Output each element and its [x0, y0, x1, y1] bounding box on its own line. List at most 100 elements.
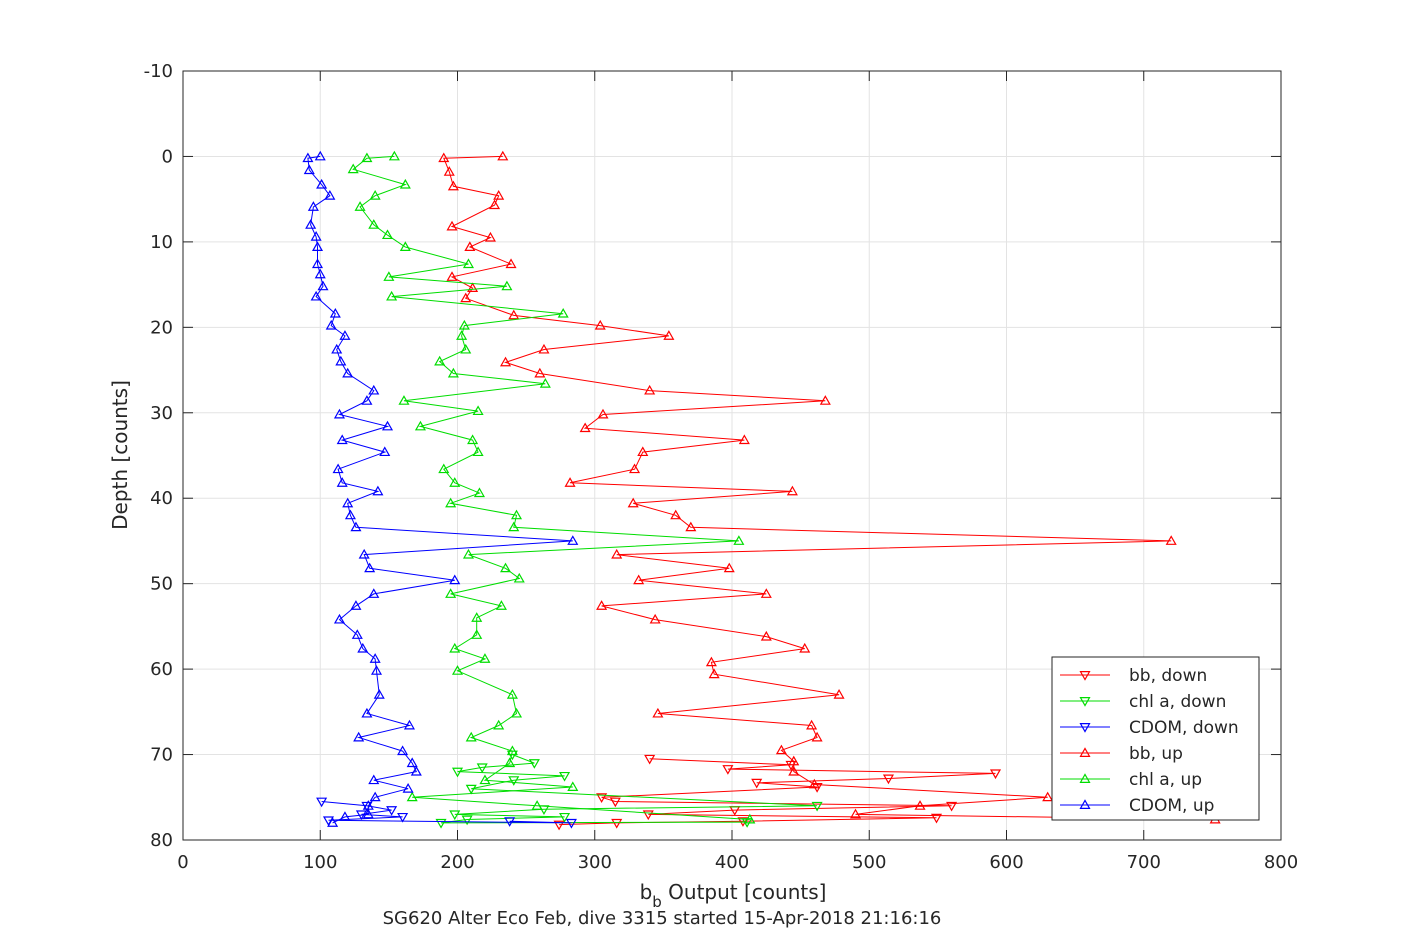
data-point: [597, 408, 609, 419]
data-point: [611, 548, 623, 559]
data-point: [344, 509, 356, 520]
data-point: [479, 774, 491, 785]
x-axis-label-rest: Output [counts]: [662, 880, 827, 904]
data-point: [451, 665, 464, 675]
data-point: [609, 797, 621, 808]
data-point: [493, 190, 505, 200]
data-point: [342, 497, 354, 508]
legend-item[interactable]: bb, down: [1060, 666, 1207, 686]
data-point: [705, 656, 717, 667]
y-tick-label: 0: [162, 146, 173, 167]
data-point: [336, 434, 348, 445]
data-point: [567, 781, 579, 791]
legend-item[interactable]: CDOM, up: [1060, 796, 1214, 816]
data-point: [744, 813, 756, 824]
data-point: [386, 290, 398, 301]
legend-item[interactable]: chl a, down: [1060, 692, 1226, 712]
data-point: [685, 521, 697, 532]
data-point: [402, 783, 414, 793]
data-point: [369, 190, 381, 200]
data-point: [414, 420, 426, 431]
data-point: [788, 765, 800, 776]
data-point: [652, 707, 664, 718]
data-point: [760, 588, 772, 598]
data-point: [471, 629, 483, 639]
legend-label: CDOM, down: [1129, 718, 1239, 738]
data-point: [808, 778, 820, 789]
data-point: [489, 199, 501, 210]
data-point: [806, 719, 818, 730]
legend-item[interactable]: CDOM, down: [1060, 718, 1239, 738]
data-point: [325, 319, 337, 330]
data-point: [449, 574, 461, 585]
data-point: [722, 765, 734, 775]
data-point: [476, 763, 488, 774]
data-point: [493, 719, 505, 730]
data-point: [317, 280, 329, 291]
x-tick-label: 100: [303, 852, 337, 873]
data-point: [362, 808, 374, 819]
y-tick-label: -10: [144, 61, 173, 82]
data-point: [627, 497, 639, 508]
data-point: [567, 535, 579, 545]
data-point: [775, 744, 787, 755]
data-point: [930, 813, 943, 824]
data-point: [447, 180, 459, 191]
data-point: [368, 219, 380, 229]
data-point: [397, 812, 409, 823]
data-point: [467, 282, 479, 293]
data-point: [738, 434, 750, 445]
series-bb-up: [438, 150, 1221, 824]
legend-marker: [1079, 773, 1091, 783]
data-point: [506, 689, 518, 699]
data-point: [449, 810, 461, 821]
data-point: [633, 574, 645, 585]
data-point: [446, 271, 458, 281]
data-point: [786, 485, 798, 496]
data-point: [379, 446, 391, 457]
data-point: [361, 707, 373, 718]
legend-item[interactable]: chl a, up: [1060, 770, 1202, 790]
y-tick-label: 30: [150, 403, 173, 424]
data-point: [559, 812, 571, 823]
data-point: [528, 759, 540, 769]
data-point: [381, 229, 394, 240]
data-point: [456, 330, 468, 340]
data-point: [451, 767, 464, 778]
data-point: [406, 791, 418, 802]
legend-marker: [1079, 799, 1091, 809]
legend[interactable]: bb, down chl a, down CDOM, down bb, up chl a…: [1051, 656, 1260, 821]
data-point: [539, 378, 551, 388]
data-point: [644, 754, 656, 765]
data-point: [449, 642, 461, 653]
data-point: [335, 355, 347, 366]
data-point: [819, 395, 831, 405]
data-point: [559, 771, 571, 782]
y-tick-label: 50: [150, 574, 173, 595]
x-tick-label: 200: [440, 852, 474, 873]
data-point: [642, 810, 654, 821]
data-point: [510, 509, 523, 520]
data-point: [368, 588, 380, 598]
data-point: [434, 355, 446, 366]
data-point: [788, 755, 800, 766]
data-point: [333, 613, 345, 624]
data-point: [351, 629, 363, 639]
x-axis-label: bb Output [counts]: [640, 880, 827, 911]
data-point: [369, 791, 381, 802]
x-tick-label: 500: [852, 852, 886, 873]
data-point: [733, 535, 745, 545]
data-point: [370, 665, 383, 675]
legend-item[interactable]: bb, up: [1060, 744, 1183, 764]
data-point: [381, 420, 394, 431]
data-point: [534, 367, 546, 378]
y-tick-label: 40: [150, 488, 173, 509]
data-point: [333, 408, 345, 419]
data-point: [342, 367, 354, 378]
data-point: [331, 343, 343, 354]
data-point: [339, 811, 351, 821]
data-point: [811, 801, 823, 812]
data-point: [504, 817, 516, 827]
data-point: [914, 800, 926, 810]
series-chl-a-up: [347, 150, 756, 824]
